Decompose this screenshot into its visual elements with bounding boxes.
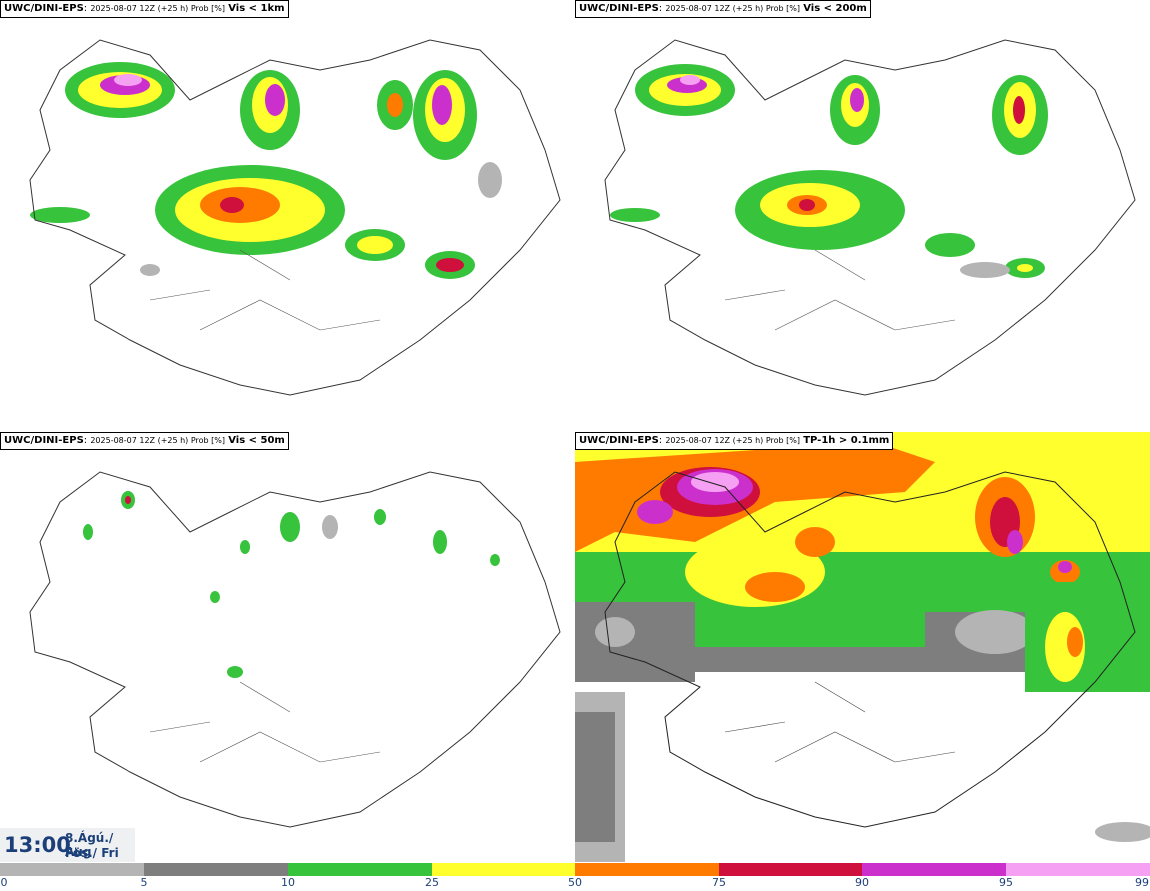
probability-field — [83, 491, 500, 678]
legend-segment-6 — [862, 863, 1006, 876]
legend-segment-4 — [575, 863, 719, 876]
legend-segment-3 — [432, 863, 575, 876]
variable-label: Vis < 1km — [228, 3, 285, 14]
legend-segment-7 — [1006, 863, 1150, 876]
valid-weekday: Fös./ Fri — [65, 846, 119, 860]
legend-segment-2 — [288, 863, 432, 876]
probability-map-precip — [575, 432, 1150, 863]
valid-date: 8.Ágú./ Aug — [65, 831, 114, 859]
legend-tick: 50 — [568, 876, 582, 889]
probability-field — [30, 62, 502, 279]
run-info: 2025-08-07 12Z (+25 h) Prob [%] — [665, 4, 801, 13]
iceland-coastline — [604, 39, 1136, 396]
model-source: UWC/DINI-EPS — [4, 435, 84, 446]
iceland-coastline — [29, 471, 561, 828]
legend-tick: 90 — [855, 876, 869, 889]
map-panel-vis-50m: UWC/DINI-EPS: 2025-08-07 12Z (+25 h) Pro… — [0, 432, 575, 863]
river-lines — [149, 681, 381, 763]
legend-tick: 5 — [140, 876, 148, 889]
probability-field — [575, 432, 1150, 863]
legend-tick: 75 — [712, 876, 726, 889]
map-panel-vis-200m: UWC/DINI-EPS: 2025-08-07 12Z (+25 h) Pro… — [575, 0, 1150, 431]
valid-time-box: 13:00 8.Ágú./ Aug Fös./ Fri — [0, 828, 135, 862]
legend-tick: 10 — [281, 876, 295, 889]
model-source: UWC/DINI-EPS — [579, 3, 659, 14]
panel-title: UWC/DINI-EPS: 2025-08-07 12Z (+25 h) Pro… — [575, 432, 894, 450]
legend-tick: 0 — [0, 876, 8, 889]
color-legend: 0 5 10 25 50 75 90 95 99 — [0, 862, 1150, 891]
model-source: UWC/DINI-EPS — [579, 435, 659, 446]
river-lines — [724, 681, 956, 763]
valid-time: 13:00 — [4, 833, 71, 857]
legend-segment-5 — [719, 863, 862, 876]
panel-title: UWC/DINI-EPS: 2025-08-07 12Z (+25 h) Pro… — [0, 0, 289, 18]
variable-label: Vis < 200m — [803, 3, 867, 14]
legend-tick: 95 — [999, 876, 1013, 889]
variable-label: TP-1h > 0.1mm — [803, 435, 890, 446]
probability-map-vis-1km — [29, 39, 561, 396]
panel-title: UWC/DINI-EPS: 2025-08-07 12Z (+25 h) Pro… — [575, 0, 871, 18]
probability-field — [610, 64, 1048, 278]
probability-map-vis-200m — [604, 39, 1136, 396]
legend-tick: 25 — [425, 876, 439, 889]
river-lines — [724, 249, 956, 331]
iceland-coastline — [29, 39, 561, 396]
run-info: 2025-08-07 12Z (+25 h) Prob [%] — [665, 436, 801, 445]
run-info: 2025-08-07 12Z (+25 h) Prob [%] — [90, 436, 226, 445]
map-panel-precip: UWC/DINI-EPS: 2025-08-07 12Z (+25 h) Pro… — [575, 432, 1150, 863]
legend-segment-0 — [0, 863, 144, 876]
iceland-coastline — [604, 471, 1136, 828]
river-lines — [149, 249, 381, 331]
legend-tick: 99 — [1135, 876, 1149, 889]
map-panel-vis-1km: UWC/DINI-EPS: 2025-08-07 12Z (+25 h) Pro… — [0, 0, 575, 431]
panel-title: UWC/DINI-EPS: 2025-08-07 12Z (+25 h) Pro… — [0, 432, 289, 450]
variable-label: Vis < 50m — [228, 435, 285, 446]
legend-segment-1 — [144, 863, 288, 876]
model-source: UWC/DINI-EPS — [4, 3, 84, 14]
probability-map-vis-50m — [29, 471, 561, 828]
run-info: 2025-08-07 12Z (+25 h) Prob [%] — [90, 4, 226, 13]
